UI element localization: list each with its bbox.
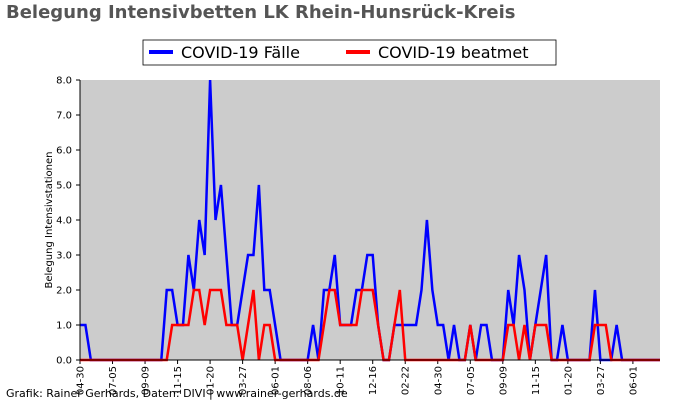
chart-title: Belegung Intensivbetten LK Rhein-Hunsrüc… xyxy=(6,2,515,23)
x-tick-label: 09-09 xyxy=(141,366,152,395)
x-tick-label: 04-30 xyxy=(433,366,444,395)
y-tick-label: 1.0 xyxy=(56,321,72,332)
y-tick-label: 5.0 xyxy=(56,181,72,192)
footer: Grafik: Rainer Gerhards, Daten: DIVI | w… xyxy=(6,387,348,400)
x-tick-label: 12-16 xyxy=(368,366,379,395)
x-tick-label: 07-05 xyxy=(108,366,119,395)
y-tick-label: 3.0 xyxy=(56,251,72,262)
y-tick-label: 7.0 xyxy=(56,111,72,122)
legend-label: COVID-19 Fälle xyxy=(181,43,300,62)
x-tick-label: 09-09 xyxy=(498,366,509,395)
x-tick-label: 11-15 xyxy=(531,366,542,395)
x-tick-label: 03-27 xyxy=(596,366,607,395)
x-tick-label: 08-06 xyxy=(303,366,314,395)
plot-area xyxy=(80,80,660,360)
y-tick-label: 6.0 xyxy=(56,146,72,157)
x-tick-label: 10-11 xyxy=(336,366,347,395)
x-tick-label: 03-27 xyxy=(238,366,249,395)
x-tick-label: 01-20 xyxy=(563,366,574,395)
y-tick-label: 8.0 xyxy=(56,76,72,87)
y-tick-label: 2.0 xyxy=(56,286,72,297)
legend-label: COVID-19 beatmet xyxy=(378,43,528,62)
x-tick-label: 01-20 xyxy=(206,366,217,395)
y-tick-label: 0.0 xyxy=(56,356,72,367)
y-tick-label: 4.0 xyxy=(56,216,72,227)
x-tick-label: 02-22 xyxy=(401,366,412,395)
x-tick-label: 07-05 xyxy=(466,366,477,395)
y-axis-label: Belegung Intensivstationen xyxy=(44,151,55,288)
x-tick-label: 06-01 xyxy=(271,366,282,395)
x-tick-label: 11-15 xyxy=(173,366,184,395)
series-line xyxy=(80,79,660,362)
x-tick-label: 04-30 xyxy=(76,366,87,395)
x-tick-label: 06-01 xyxy=(628,366,639,395)
